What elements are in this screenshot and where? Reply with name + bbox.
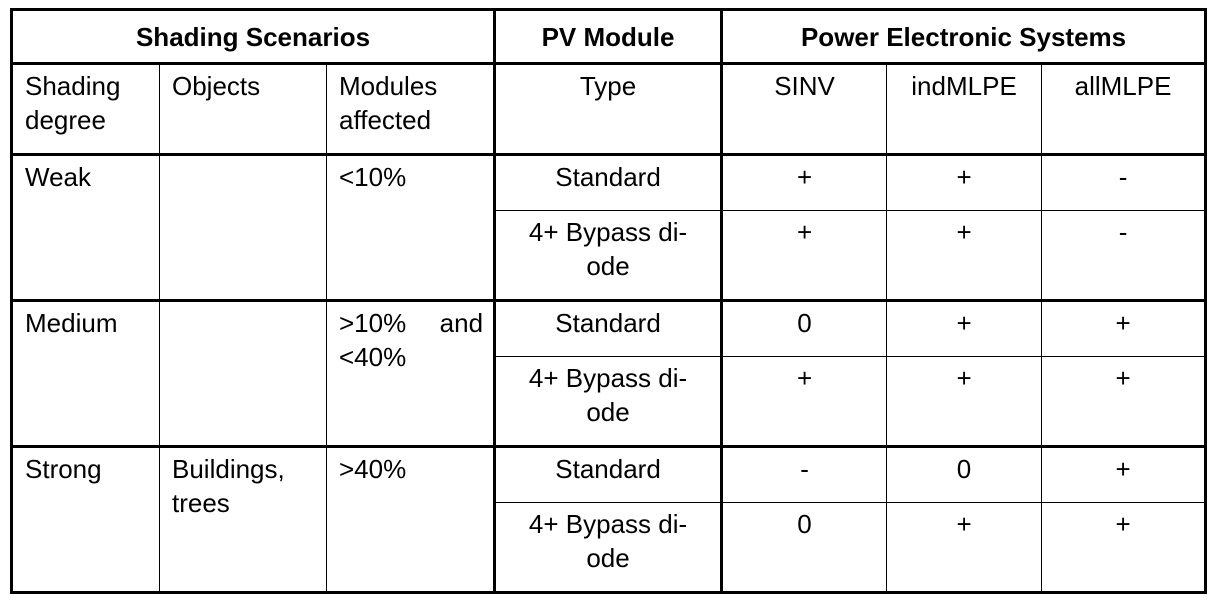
objects-cell bbox=[159, 154, 327, 302]
type-cell: 4+ Bypass di- ode bbox=[494, 502, 724, 593]
indmlpe-cell: + bbox=[886, 502, 1043, 593]
modules-affected-cell: <10% bbox=[325, 154, 497, 302]
type-text: 4+ Bypass di- ode bbox=[528, 217, 688, 281]
allmlpe-cell: - bbox=[1041, 210, 1207, 302]
type-text: 4+ Bypass di- ode bbox=[528, 509, 688, 573]
group-header-shading-scenarios: Shading Scenarios bbox=[10, 9, 497, 65]
indmlpe-cell: + bbox=[886, 154, 1043, 211]
sinv-cell: - bbox=[721, 446, 888, 503]
allmlpe-cell: + bbox=[1041, 300, 1207, 357]
table-row: 4+ Bypass di- ode + + + bbox=[12, 356, 1207, 448]
type-cell: Standard bbox=[494, 446, 724, 503]
allmlpe-cell: - bbox=[1041, 154, 1207, 211]
shading-degree-cell: Weak bbox=[11, 154, 160, 302]
subheader-shading-degree: Shading degree bbox=[11, 63, 160, 156]
subheader-sinv: SINV bbox=[721, 63, 888, 156]
indmlpe-cell: 0 bbox=[886, 446, 1043, 503]
table-row: 4+ Bypass di- ode 0 + + bbox=[12, 502, 1207, 593]
shading-degree-cell: Medium bbox=[11, 300, 160, 448]
group-header-power-electronic-systems: Power Electronic Systems bbox=[721, 9, 1207, 65]
type-cell: 4+ Bypass di- ode bbox=[494, 210, 724, 302]
subheader-modules-affected: Modules affected bbox=[325, 63, 497, 156]
objects-cell: Buildings, trees bbox=[159, 446, 327, 593]
table-row: Weak <10% Standard + + - bbox=[11, 154, 1207, 302]
shading-degree-cell: Strong bbox=[11, 446, 160, 593]
indmlpe-cell: + bbox=[886, 210, 1043, 302]
group-header-row: Shading Scenarios PV Module Power Electr… bbox=[10, 9, 1207, 65]
table-row: Strong Buildings, trees >40% Standard - … bbox=[11, 446, 1207, 593]
subheader-objects: Objects bbox=[159, 63, 327, 156]
allmlpe-cell: + bbox=[1041, 446, 1207, 503]
indmlpe-cell: + bbox=[886, 356, 1043, 448]
sinv-cell: + bbox=[721, 154, 888, 211]
group-header-pv-module: PV Module bbox=[494, 9, 724, 65]
subheader-type: Type bbox=[494, 63, 724, 156]
type-cell: 4+ Bypass di- ode bbox=[494, 356, 724, 448]
allmlpe-cell: + bbox=[1041, 502, 1207, 593]
sinv-cell: 0 bbox=[721, 300, 888, 357]
type-cell: Standard bbox=[494, 154, 724, 211]
modules-affected-cell: >10% and <40% bbox=[325, 300, 497, 448]
shading-scenarios-table: Shading Scenarios PV Module Power Electr… bbox=[10, 8, 1208, 594]
subheader-allmlpe: allMLPE bbox=[1041, 63, 1207, 156]
type-cell: Standard bbox=[494, 300, 724, 357]
sinv-cell: 0 bbox=[721, 502, 888, 593]
table-row: 4+ Bypass di- ode + + - bbox=[12, 210, 1207, 302]
subheader-row: Shading degree Objects Modules affected … bbox=[11, 63, 1207, 156]
indmlpe-cell: + bbox=[886, 300, 1043, 357]
allmlpe-cell: + bbox=[1041, 356, 1207, 448]
objects-cell bbox=[159, 300, 327, 448]
modules-affected-cell: >40% bbox=[325, 446, 497, 593]
sinv-cell: + bbox=[721, 210, 888, 302]
table-row: Medium >10% and <40% Standard 0 + + bbox=[11, 300, 1207, 448]
sinv-cell: + bbox=[721, 356, 888, 448]
subheader-indmlpe: indMLPE bbox=[886, 63, 1043, 156]
type-text: 4+ Bypass di- ode bbox=[528, 363, 688, 427]
table-wrapper: Shading Scenarios PV Module Power Electr… bbox=[10, 8, 1208, 594]
